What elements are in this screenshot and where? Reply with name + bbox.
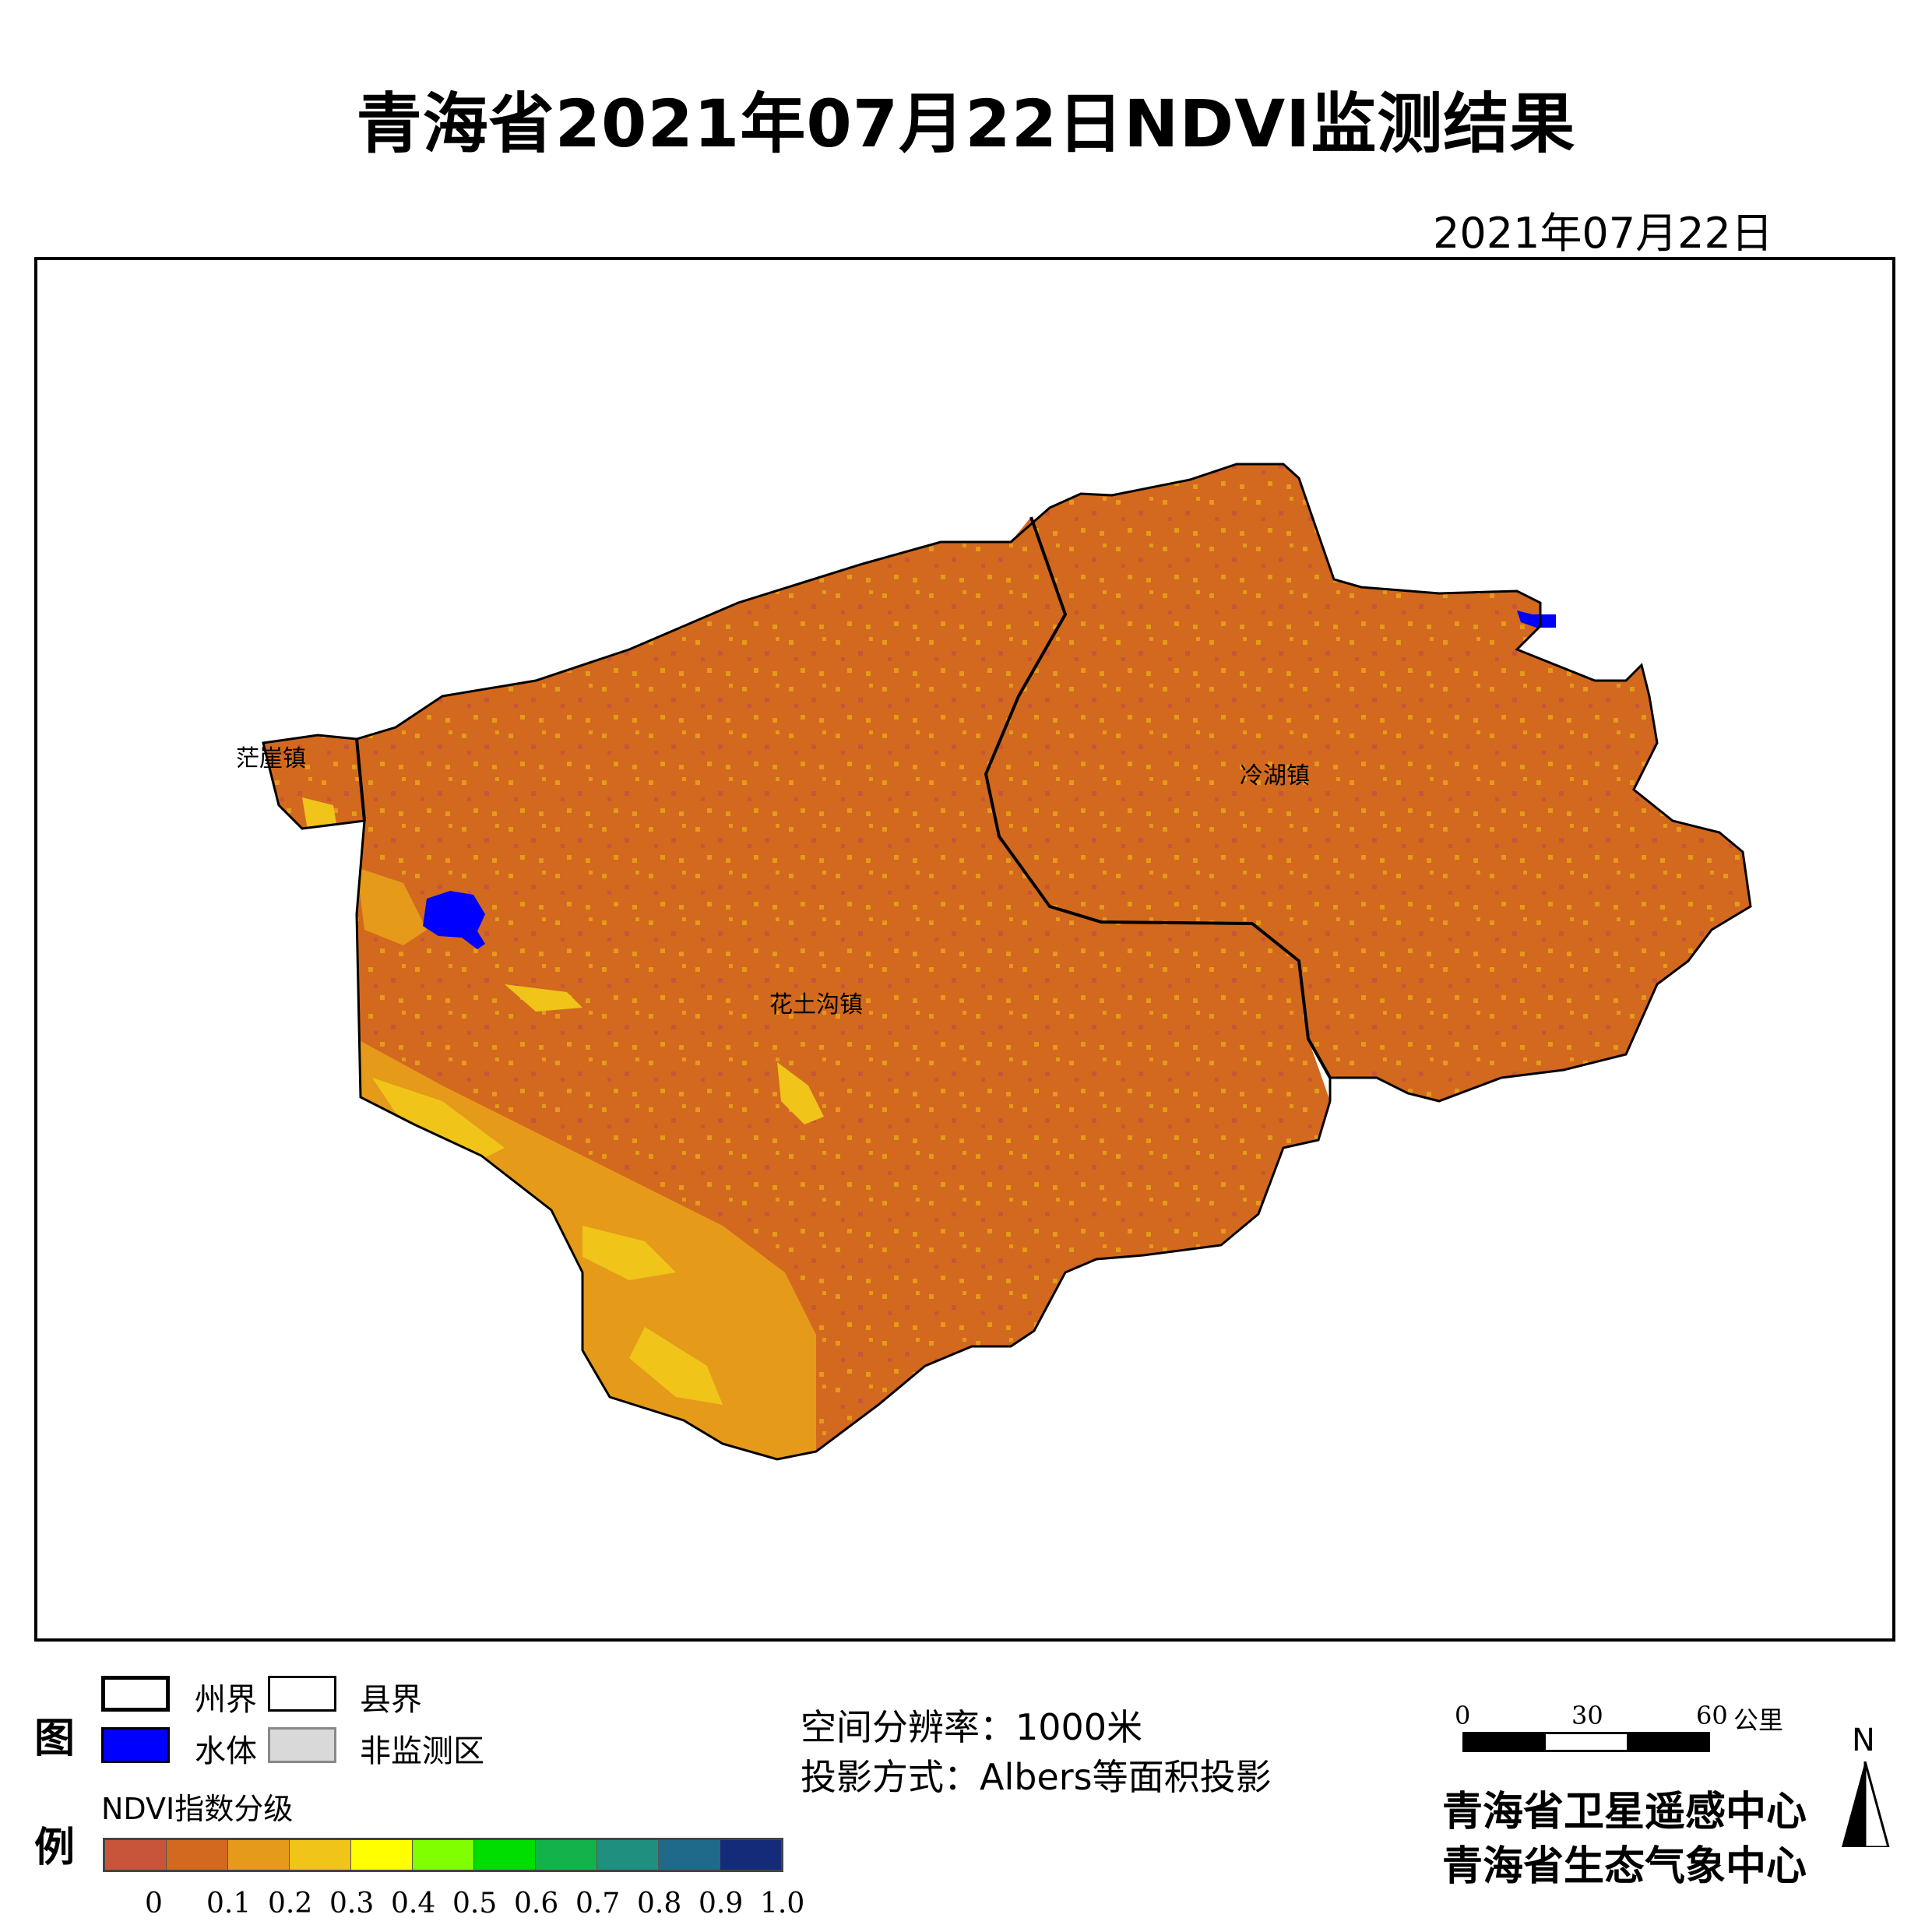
ndvi-ramp-tick-label: 0.7 (575, 1888, 621, 1920)
water-body-east (1517, 611, 1556, 628)
projection-info: 投影方式：Albers等面积投影 (801, 1756, 1272, 1798)
water-body-west (423, 891, 485, 949)
ndvi-ramp-swatch (105, 1840, 167, 1870)
ndvi-ramp-swatch (290, 1840, 351, 1870)
scale-tick-60: 60 (1696, 1701, 1728, 1730)
map-frame: 茫崖镇 冷湖镇 花土沟镇 (34, 257, 1895, 1642)
ndvi-ramp-swatch (536, 1840, 597, 1870)
legend-swatch-water (101, 1727, 170, 1763)
legend-swatch-prefecture-boundary (101, 1676, 170, 1712)
legend-swatch-county-boundary (268, 1676, 336, 1712)
legend-label-prefecture-boundary: 州界 (195, 1682, 257, 1718)
ndvi-ramp-tick-label: 0.4 (391, 1888, 436, 1920)
ndvi-ramp-title: NDVI指数分级 (101, 1792, 294, 1826)
ndvi-ramp-swatch (474, 1840, 536, 1870)
legend-label-unmonitored: 非监测区 (360, 1733, 484, 1769)
scale-tick-0: 0 (1455, 1701, 1471, 1730)
county-boundary-mangya (355, 738, 366, 822)
ndvi-ramp-tick-label: 0.5 (452, 1888, 498, 1920)
ndvi-color-ramp (103, 1838, 783, 1872)
ndvi-ramp-tick-label: 0.2 (268, 1888, 313, 1920)
place-label-huatugou: 花土沟镇 (769, 991, 863, 1019)
north-arrow-icon (1842, 1761, 1890, 1847)
north-label: N (1852, 1723, 1875, 1758)
ndvi-ramp-swatch (413, 1840, 474, 1870)
ndvi-ramp-swatch (597, 1840, 659, 1870)
ndvi-ramp-tick-label: 0.9 (699, 1888, 744, 1920)
resolution-info: 空间分辨率：1000米 (801, 1706, 1143, 1748)
scale-unit: 公里 (1733, 1705, 1784, 1735)
legend-label-county-boundary: 县界 (360, 1682, 422, 1718)
org-line-2: 青海省生态气象中心 (1442, 1843, 1807, 1890)
ndvi-ramp-tick-label: 1.0 (760, 1888, 805, 1920)
ndvi-ramp-tick-label: 0.6 (514, 1888, 559, 1920)
ndvi-ramp-tick-label: 0.3 (329, 1888, 375, 1920)
ndvi-ramp-swatch (167, 1840, 228, 1870)
legend-label-water: 水体 (195, 1733, 257, 1769)
ndvi-ramp-tick-label: 0.1 (206, 1888, 252, 1920)
ndvi-ramp-tick-label: 0 (145, 1888, 163, 1920)
ndvi-ramp-swatch (659, 1840, 720, 1870)
org-line-1: 青海省卫星遥感中心 (1442, 1789, 1807, 1835)
place-label-mangya: 茫崖镇 (236, 745, 306, 772)
map-date: 2021年07月22日 (1433, 209, 1773, 258)
county-boundary-outer (262, 463, 1752, 1461)
ndvi-ramp-tick-label: 0.8 (637, 1888, 682, 1920)
scale-bar (1462, 1732, 1710, 1752)
page-title: 青海省2021年07月22日NDVI监测结果 (356, 86, 1576, 162)
ndvi-map: 茫崖镇 冷湖镇 花土沟镇 (236, 463, 1752, 1461)
legend-heading-top: 图 (34, 1716, 76, 1762)
legend-heading-bottom: 例 (34, 1825, 76, 1871)
legend-swatch-unmonitored (268, 1727, 336, 1763)
county-boundary-inner (984, 516, 1332, 1079)
ndvi-ramp-swatch (720, 1840, 781, 1870)
place-label-lenghu: 冷湖镇 (1240, 762, 1310, 790)
ndvi-ramp-swatch (351, 1840, 413, 1870)
scale-tick-30: 30 (1571, 1701, 1603, 1730)
ndvi-ramp-swatch (228, 1840, 290, 1870)
